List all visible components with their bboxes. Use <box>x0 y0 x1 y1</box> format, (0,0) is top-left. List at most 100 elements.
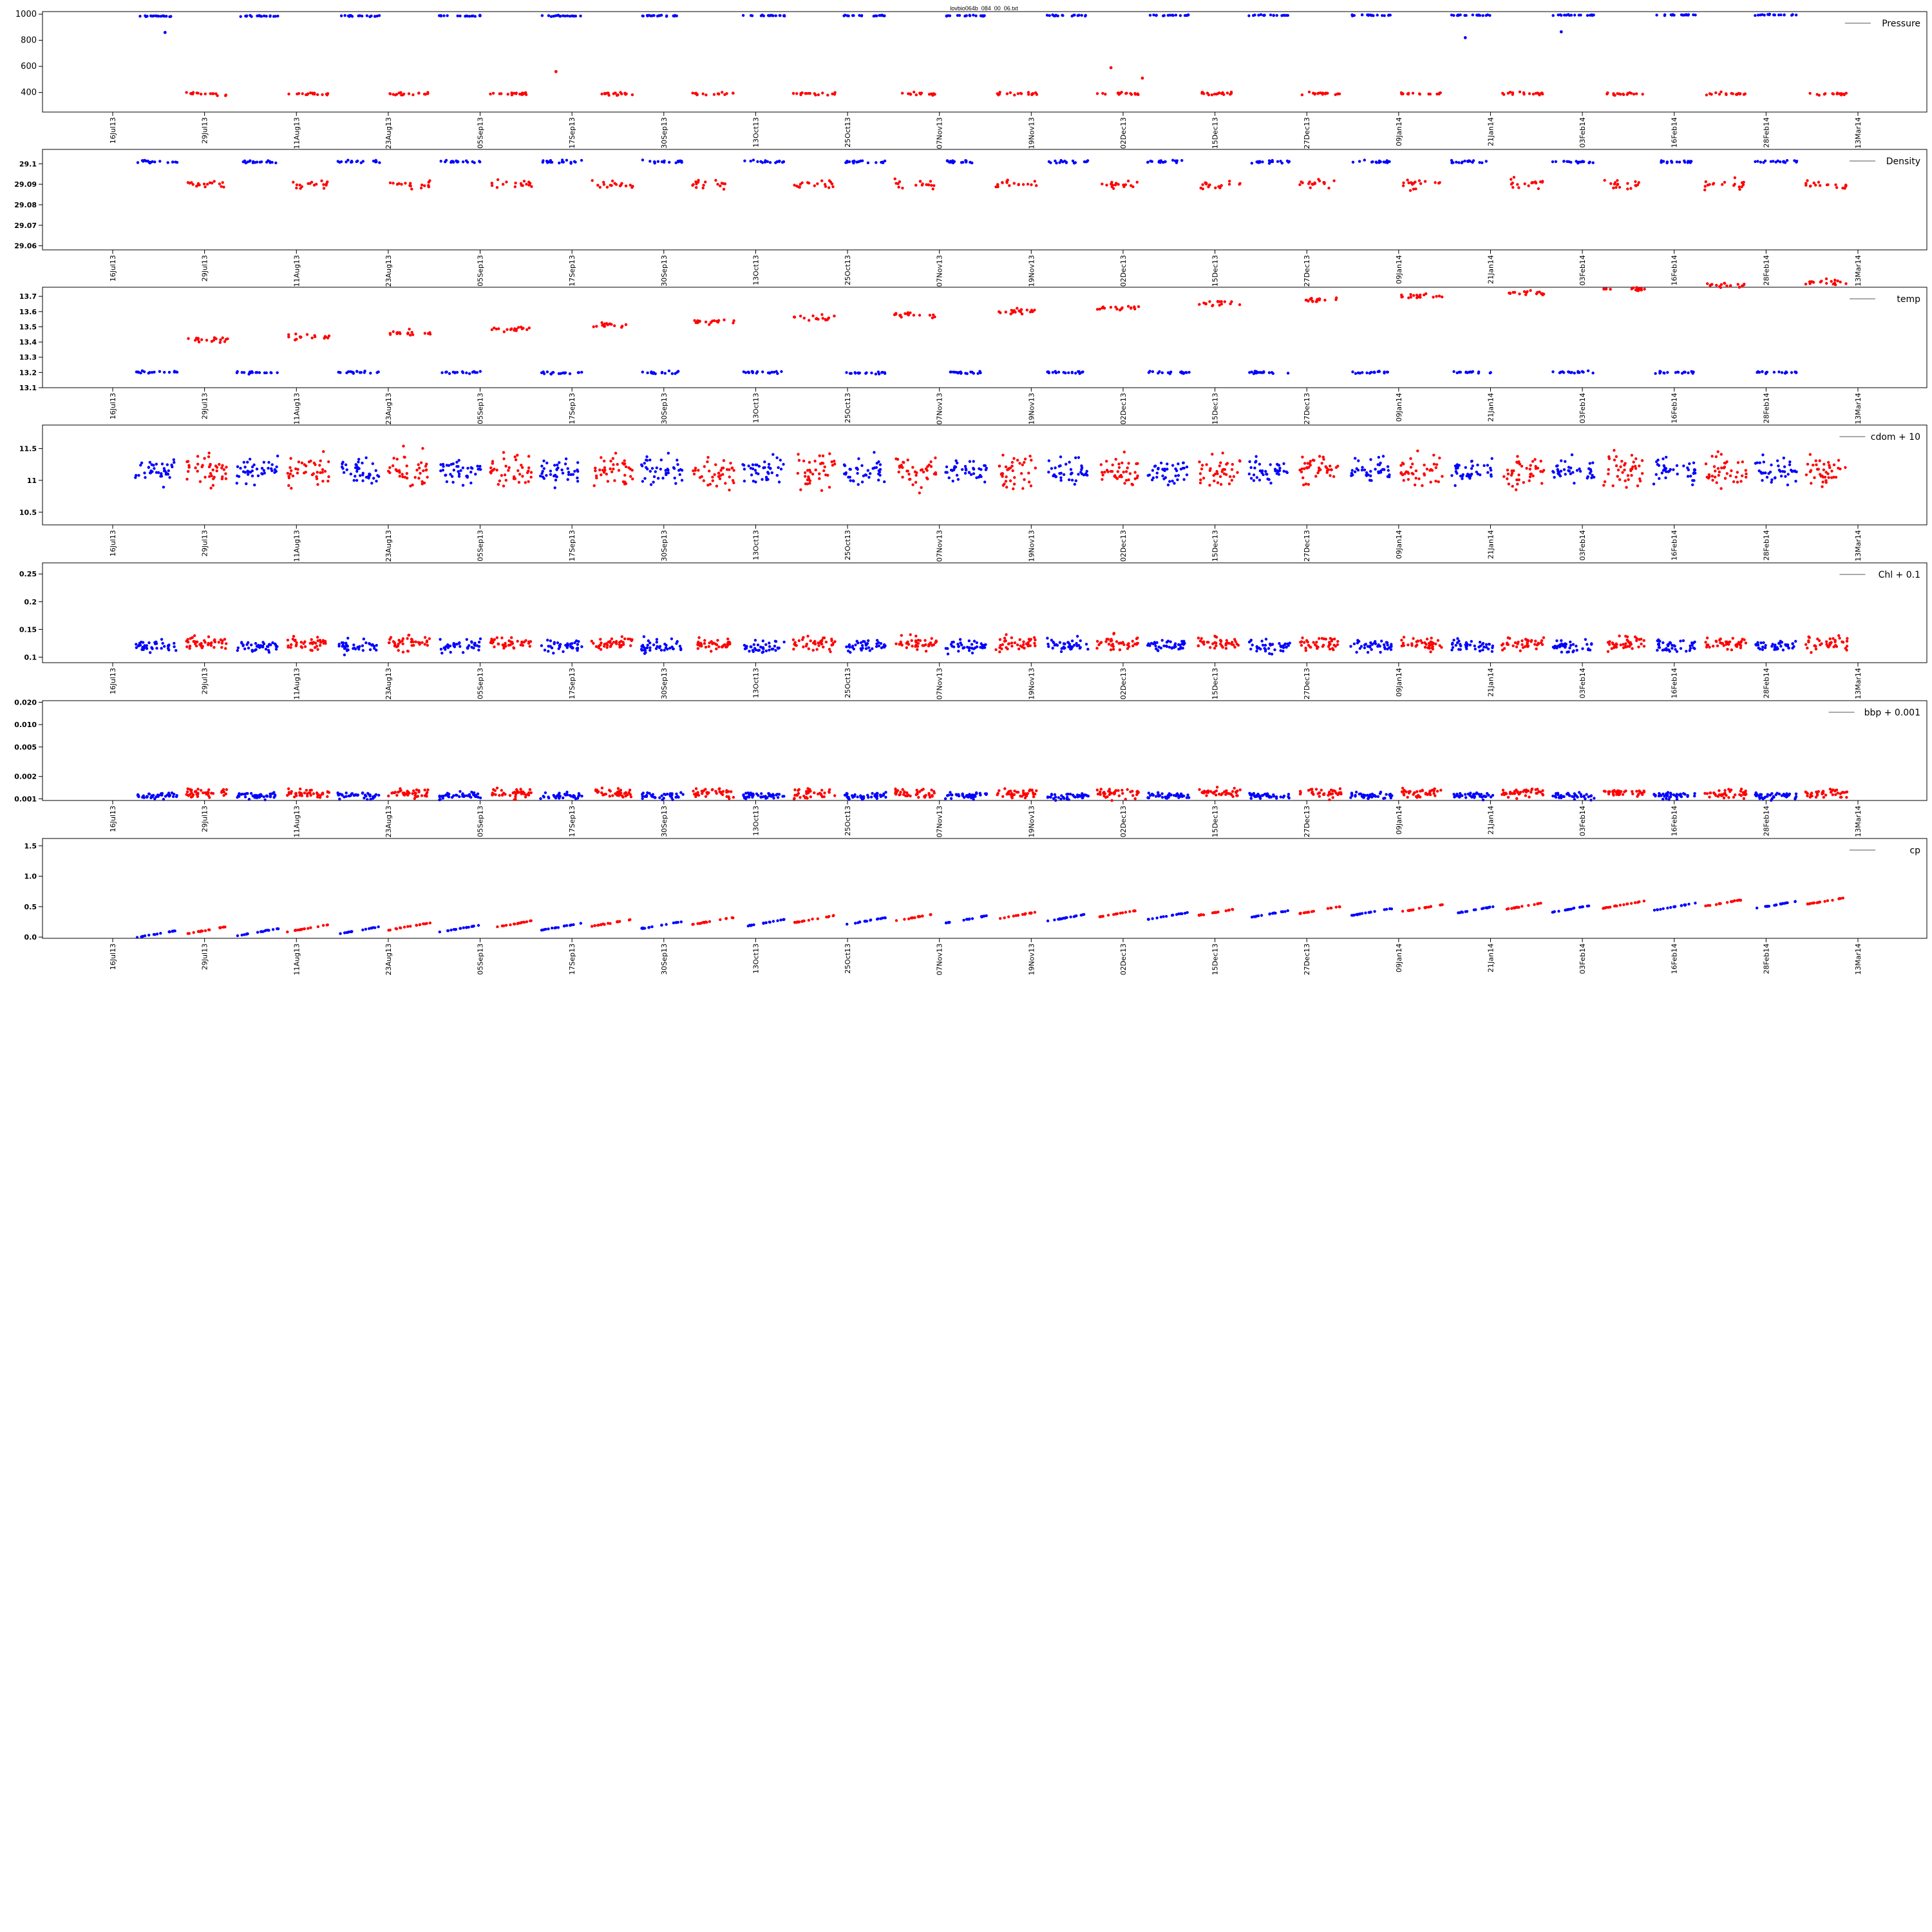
data-point <box>701 186 705 190</box>
data-point <box>1351 160 1355 164</box>
x-tick-label: 29Jul13 <box>201 668 209 694</box>
x-tick-label: 07Nov13 <box>936 255 944 287</box>
data-point <box>1730 469 1733 473</box>
data-point <box>1522 91 1526 95</box>
data-point <box>1282 469 1285 473</box>
data-point <box>397 642 400 646</box>
data-point <box>880 14 883 17</box>
data-point <box>1407 181 1410 185</box>
data-point <box>1779 469 1782 473</box>
data-point <box>1215 644 1218 647</box>
data-point <box>1437 480 1440 484</box>
data-point <box>304 471 307 474</box>
data-point <box>1115 477 1119 480</box>
data-point <box>268 160 272 163</box>
data-point <box>423 332 426 335</box>
data-point <box>569 642 573 646</box>
data-point <box>1023 478 1026 481</box>
data-point <box>249 371 252 375</box>
data-point <box>1694 471 1697 475</box>
data-point <box>716 639 719 642</box>
data-point <box>975 645 979 649</box>
data-point <box>406 637 409 640</box>
data-point <box>221 464 224 467</box>
data-point <box>200 465 204 469</box>
data-point <box>1099 463 1103 466</box>
data-point <box>1360 13 1364 17</box>
data-point <box>1833 640 1837 643</box>
data-point <box>926 465 929 468</box>
data-point <box>173 645 176 649</box>
data-point <box>1113 475 1116 478</box>
data-point <box>972 639 976 643</box>
data-point <box>1271 372 1275 375</box>
data-point <box>265 645 269 648</box>
data-point <box>342 471 346 474</box>
data-point <box>1680 13 1683 17</box>
data-point <box>1790 469 1794 473</box>
data-point <box>240 371 243 374</box>
data-point <box>172 458 175 461</box>
x-tick-label: 17Sep13 <box>568 668 576 699</box>
data-point <box>1835 92 1839 95</box>
data-point <box>387 641 391 645</box>
data-point <box>1440 646 1443 649</box>
x-tick-label: 15Dec13 <box>1211 393 1220 424</box>
data-point <box>213 646 216 649</box>
x-tick-label: 05Sep13 <box>477 806 485 837</box>
y-tick-label: 0.020 <box>14 698 37 706</box>
data-point <box>829 180 833 184</box>
data-point <box>402 444 405 448</box>
data-point <box>895 457 898 460</box>
data-point <box>1220 184 1223 187</box>
data-point <box>542 467 545 470</box>
data-point <box>247 797 251 801</box>
data-point <box>1148 370 1151 373</box>
data-point <box>1551 469 1555 473</box>
data-point <box>1269 643 1272 647</box>
x-tick-label: 23Aug13 <box>384 668 393 699</box>
data-point <box>1734 643 1738 647</box>
data-point <box>207 643 210 647</box>
data-point <box>527 480 530 483</box>
data-point <box>1117 462 1121 466</box>
data-point <box>1280 645 1283 649</box>
data-point <box>743 479 746 483</box>
y-tick-label: 11 <box>27 477 37 485</box>
data-point <box>289 646 292 649</box>
data-point <box>158 370 162 373</box>
data-point <box>1686 475 1690 478</box>
data-point <box>527 469 530 473</box>
data-point <box>350 160 353 164</box>
data-point <box>1046 643 1050 646</box>
data-point <box>1074 479 1078 482</box>
plot-frame <box>42 287 1927 388</box>
x-tick-label: 13Mar14 <box>1854 255 1862 287</box>
data-point <box>956 14 960 17</box>
data-point <box>869 472 872 475</box>
data-point <box>1520 643 1524 647</box>
x-tick-label: 07Nov13 <box>936 117 944 149</box>
data-point <box>1737 641 1741 644</box>
data-point <box>901 186 904 190</box>
data-point <box>1707 473 1711 477</box>
x-tick-label: 13Mar14 <box>1854 806 1862 837</box>
data-point <box>202 182 206 185</box>
data-point <box>521 466 524 469</box>
data-point <box>1512 176 1516 179</box>
x-tick-label: 27Dec13 <box>1303 255 1311 287</box>
data-point <box>1302 483 1305 487</box>
data-point <box>165 15 168 18</box>
data-point <box>858 14 861 17</box>
data-point <box>998 91 1001 94</box>
data-point <box>822 645 825 649</box>
data-point <box>501 643 504 647</box>
data-point <box>476 464 479 468</box>
data-point <box>1523 645 1527 649</box>
data-point <box>1013 641 1017 645</box>
data-point <box>522 640 526 644</box>
data-point <box>221 181 224 184</box>
data-point <box>400 183 403 186</box>
data-point <box>442 646 446 650</box>
data-point <box>722 459 726 462</box>
